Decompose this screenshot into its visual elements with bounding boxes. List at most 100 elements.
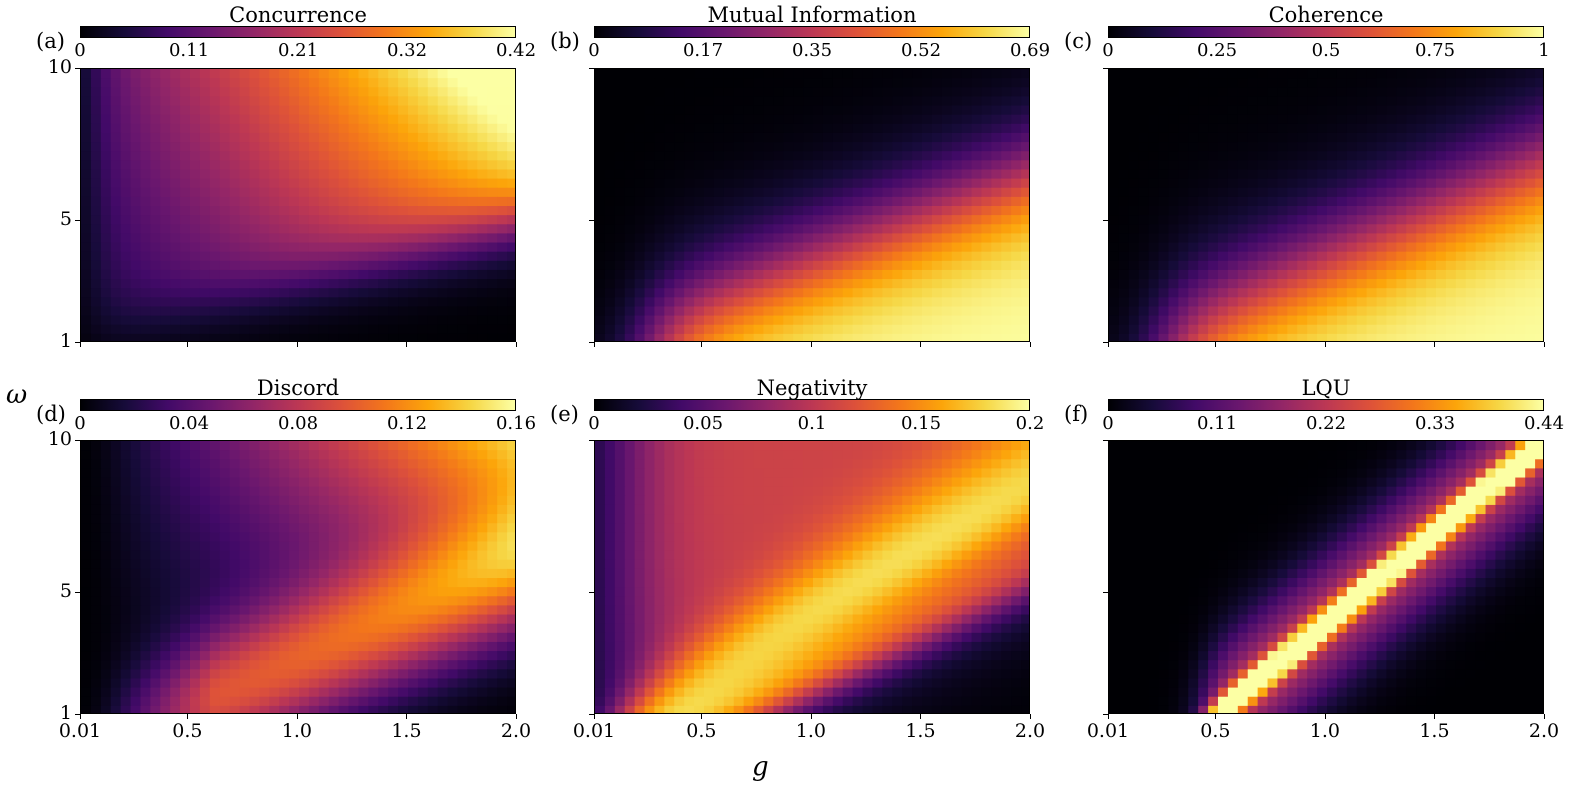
heatmap-cell (1465, 288, 1477, 298)
heatmap-cell (90, 196, 102, 207)
heatmap-cell (733, 78, 745, 88)
heatmap-cell (398, 233, 409, 244)
heatmap-cell (1118, 206, 1130, 216)
heatmap-cell (209, 260, 221, 271)
heatmap-cell (1426, 114, 1437, 125)
heatmap-cell (338, 632, 350, 643)
heatmap-cell (130, 169, 142, 180)
heatmap-cell (408, 233, 419, 244)
heatmap-cell (190, 224, 201, 234)
heatmap-cell (249, 568, 260, 579)
heatmap-cell (951, 233, 963, 244)
heatmap-cell (1267, 160, 1279, 171)
heatmap-cell (348, 178, 360, 189)
heatmap-cell (408, 215, 419, 225)
heatmap-cell (793, 178, 804, 189)
heatmap-cell (249, 169, 260, 180)
heatmap-cell (447, 578, 459, 588)
heatmap-cell (1307, 196, 1318, 207)
heatmap-cell (180, 614, 191, 625)
heatmap-cell (140, 269, 151, 280)
heatmap-cell (487, 523, 498, 533)
heatmap-cell (1109, 215, 1120, 225)
heatmap-cell (120, 114, 132, 125)
heatmap-cell (150, 224, 161, 234)
heatmap-cell (378, 568, 389, 579)
heatmap-cell (110, 596, 122, 606)
heatmap-cell (437, 105, 449, 116)
heatmap-cell (664, 233, 675, 244)
heatmap-cell (140, 477, 151, 488)
heatmap-cell (338, 578, 350, 588)
heatmap-cell (1465, 196, 1477, 207)
heatmap-cell (1257, 169, 1269, 180)
heatmap-cell (1455, 251, 1467, 262)
heatmap-cell (842, 297, 854, 308)
heatmap-cell (624, 105, 636, 116)
heatmap-cell (388, 324, 399, 335)
heatmap-cell (862, 178, 874, 189)
heatmap-cell (427, 623, 439, 634)
heatmap-cell (912, 251, 923, 262)
heatmap-cell (318, 123, 330, 134)
heatmap-cell (1416, 105, 1427, 116)
heatmap-cell (644, 96, 656, 107)
heatmap-cell (684, 333, 695, 341)
heatmap-cell (229, 196, 241, 207)
heatmap-cell (704, 160, 715, 171)
heatmap-cell (100, 550, 112, 561)
heatmap-cell (991, 114, 1002, 125)
heatmap-cell (447, 297, 459, 308)
heatmap-cell (388, 605, 399, 616)
heatmap-cell (763, 333, 774, 341)
heatmap-cell (81, 523, 92, 533)
heatmap-cell (209, 495, 221, 506)
heatmap-cell (614, 242, 626, 253)
heatmap-cell (477, 614, 488, 625)
heatmap-cell (467, 468, 478, 479)
heatmap-cell (487, 623, 498, 634)
heatmap-cell (259, 541, 270, 552)
heatmap-cell (1396, 114, 1407, 125)
heatmap-cell (289, 514, 300, 524)
heatmap-cell (1158, 233, 1170, 244)
heatmap-cell (981, 251, 992, 262)
heatmap-cell (1287, 279, 1298, 289)
heatmap-cell (279, 105, 290, 116)
heatmap-cell (1148, 224, 1160, 234)
heatmap-cell (763, 206, 774, 216)
heatmap-cell (1188, 160, 1199, 171)
heatmap-cell (190, 550, 201, 561)
heatmap-cell (427, 114, 439, 125)
heatmap-cell (1287, 215, 1298, 225)
heatmap-cell (1021, 288, 1029, 298)
heatmap-cell (723, 87, 735, 97)
heatmap-cell (229, 559, 241, 570)
heatmap-cell (862, 87, 874, 97)
heatmap-cell (852, 78, 864, 88)
heatmap-cell (931, 251, 943, 262)
heatmap-cell (1001, 123, 1012, 134)
heatmap-cell (398, 78, 409, 88)
heatmap-cell (1297, 178, 1308, 189)
heatmap-cell (140, 578, 151, 588)
heatmap-cell (961, 233, 973, 244)
heatmap-cell (209, 269, 221, 280)
heatmap-cell (1218, 242, 1229, 253)
heatmap-cell (457, 288, 469, 298)
heatmap-cell (378, 315, 389, 326)
heatmap-cell (654, 114, 665, 125)
heatmap-cell (507, 459, 515, 469)
heatmap-cell (1178, 279, 1189, 289)
heatmap-cell (1168, 178, 1179, 189)
heatmap-cell (457, 324, 469, 335)
heatmap-cell (595, 114, 606, 125)
heatmap-cell (773, 297, 784, 308)
heatmap-cell (1297, 96, 1308, 107)
heatmap-cell (100, 297, 112, 308)
heatmap-cell (1001, 169, 1012, 180)
heatmap-cell (1247, 123, 1259, 134)
heatmap-cell (130, 87, 142, 97)
heatmap-cell (1198, 279, 1209, 289)
heatmap-cell (892, 114, 903, 125)
